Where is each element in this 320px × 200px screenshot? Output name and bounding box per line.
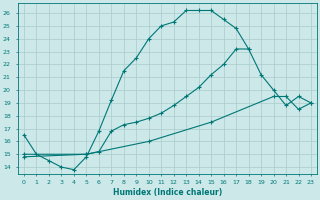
X-axis label: Humidex (Indice chaleur): Humidex (Indice chaleur) bbox=[113, 188, 222, 197]
